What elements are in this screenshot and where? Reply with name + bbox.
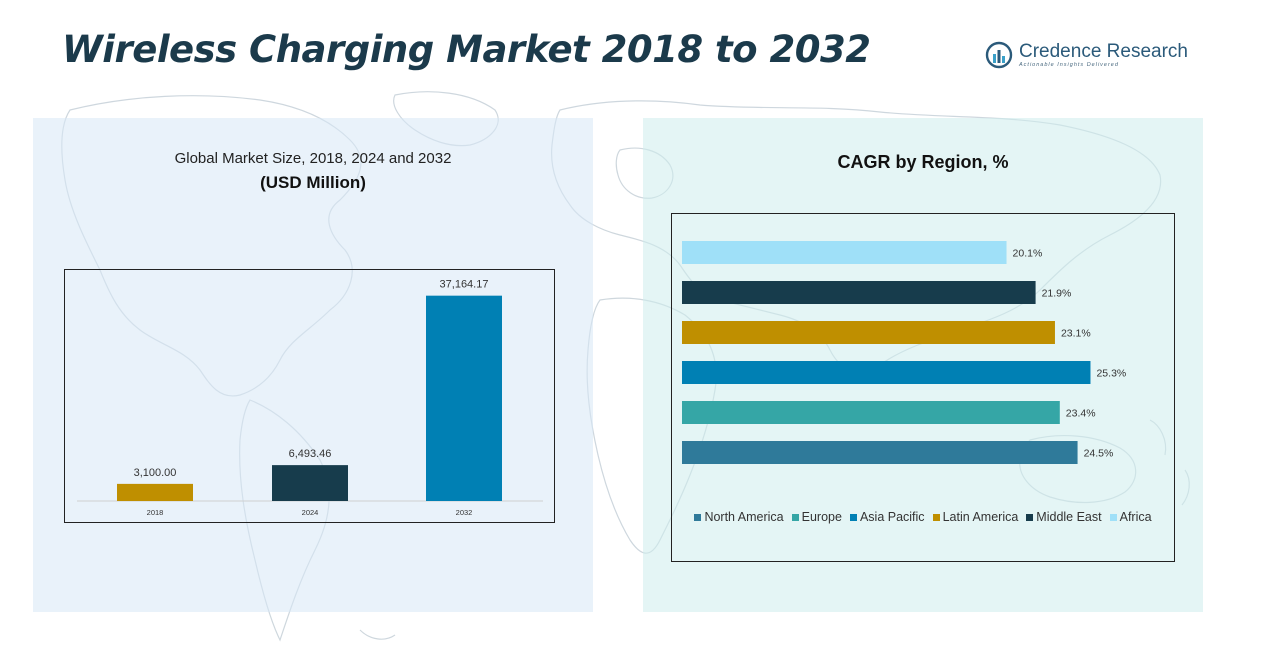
legend-label: Africa xyxy=(1119,510,1152,524)
hbar-value-label: 23.4% xyxy=(1066,408,1096,420)
legend-swatch xyxy=(694,513,702,521)
legend-item: Asia Pacific xyxy=(849,510,925,524)
brand-logo-block: Credence Research Actionable Insights De… xyxy=(984,40,1188,70)
bar-value-label: 3,100.00 xyxy=(134,467,177,479)
legend-item: Europe xyxy=(791,510,842,524)
cagr-title: CAGR by Region, % xyxy=(837,152,1009,172)
cagr-horizontal-bar-chart: 20.1% 21.9% 23.1% 25.3% 23.4% 24.5% xyxy=(682,241,1126,464)
x-tick-label: 2018 xyxy=(147,508,164,517)
bar-value-label: 37,164.17 xyxy=(440,279,489,291)
market-size-unit: (USD Million) xyxy=(260,173,366,192)
brand-tagline: Actionable Insights Delivered xyxy=(1019,62,1119,68)
x-tick-label: 2024 xyxy=(302,508,319,517)
hbar-value-label: 21.9% xyxy=(1042,288,1072,300)
cagr-chart-frame: 20.1% 21.9% 23.1% 25.3% 23.4% 24.5% xyxy=(671,213,1175,562)
legend-swatch xyxy=(791,513,799,521)
hbar-latin-america xyxy=(682,321,1055,344)
credence-logo-icon xyxy=(985,41,1013,69)
cagr-legend: North America Europe Asia Pacific Latin Ame… xyxy=(671,510,1175,524)
legend-item: Middle East xyxy=(1026,510,1102,524)
bar-value-label: 6,493.46 xyxy=(289,448,332,460)
hbar-value-label: 25.3% xyxy=(1096,368,1126,380)
hbar-value-label: 23.1% xyxy=(1061,328,1091,340)
hbar-value-label: 20.1% xyxy=(1013,248,1043,260)
legend-label: Middle East xyxy=(1036,510,1102,524)
brand-name: Credence Research xyxy=(1019,41,1188,62)
market-size-chart-frame: 3,100.00 2018 6,493.46 2024 37,164.17 2032 xyxy=(64,269,555,523)
legend-label: North America xyxy=(704,510,784,524)
bar-2024 xyxy=(272,465,348,501)
legend-label: Asia Pacific xyxy=(859,510,925,524)
legend-swatch xyxy=(1026,513,1034,521)
legend-swatch xyxy=(849,513,857,521)
bar-2018 xyxy=(117,483,193,501)
legend-item: Africa xyxy=(1109,510,1152,524)
legend-swatch xyxy=(1109,513,1117,521)
legend-item: Latin America xyxy=(932,510,1019,524)
hbar-middle-east xyxy=(682,281,1036,304)
legend-swatch xyxy=(932,513,940,521)
legend-label: Europe xyxy=(801,510,842,524)
market-size-subtitle: Global Market Size, 2018, 2024 and 2032 xyxy=(174,150,452,167)
market-size-bar-chart: 3,100.00 2018 6,493.46 2024 37,164.17 2032 xyxy=(77,279,543,517)
hbar-north-america xyxy=(682,441,1078,464)
hbar-africa xyxy=(682,241,1007,264)
hbar-asia-pacific xyxy=(682,361,1091,384)
bar-2032 xyxy=(426,295,502,501)
x-tick-label: 2032 xyxy=(456,508,473,517)
page-title: Wireless Charging Market 2018 to 2032 xyxy=(62,28,871,71)
hbar-value-label: 24.5% xyxy=(1084,448,1114,460)
legend-label: Latin America xyxy=(942,510,1019,524)
legend-item: North America xyxy=(694,510,784,524)
hbar-europe xyxy=(682,401,1060,424)
